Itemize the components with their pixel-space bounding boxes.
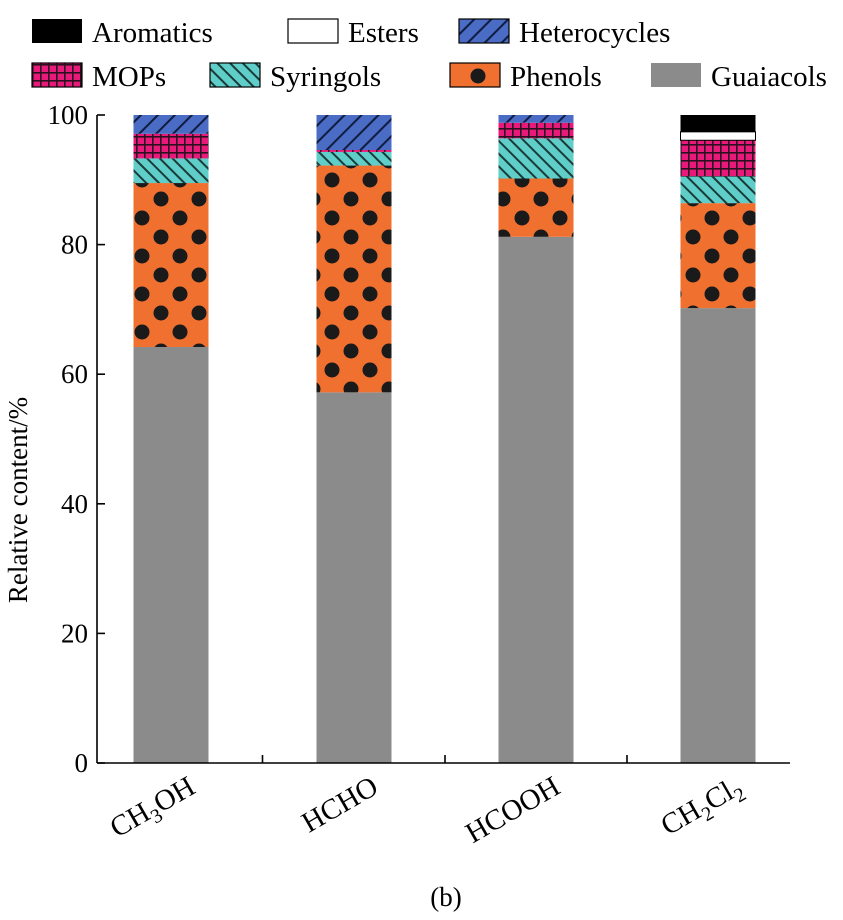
axes bbox=[96, 115, 790, 764]
x-category-text: CH3OH bbox=[105, 770, 203, 848]
bar-segment-phenols bbox=[680, 203, 756, 309]
x-category-label: HCHO bbox=[296, 770, 383, 839]
x-ticks: CH3OH HCHO HCOOH CH2Cl2 bbox=[105, 755, 750, 850]
bar-segment-heterocycles bbox=[498, 115, 574, 123]
y-tick-label: 60 bbox=[61, 359, 88, 389]
x-category-label: CH3OH bbox=[105, 770, 203, 848]
y-tick-label: 40 bbox=[61, 489, 88, 519]
bar-segment-syringols bbox=[316, 151, 392, 166]
bar-segment-esters bbox=[680, 131, 756, 141]
bar-segment-syringols bbox=[680, 176, 756, 204]
bar-segment-heterocycles bbox=[133, 115, 209, 134]
bar-segment-heterocycles bbox=[316, 115, 392, 150]
y-tick-label: 80 bbox=[61, 230, 88, 260]
bar-segment-mops bbox=[498, 122, 574, 139]
x-category-main: HCOOH bbox=[460, 770, 565, 849]
legend-swatch-dot bbox=[470, 68, 486, 84]
x-category-label: CH2Cl2 bbox=[656, 770, 750, 846]
bar-segment-guaiacols bbox=[498, 236, 574, 764]
bar-segment-mops bbox=[133, 133, 209, 159]
legend-label-aromatics: Aromatics bbox=[92, 17, 213, 49]
bar-segment-mops bbox=[680, 140, 756, 177]
legend-label-phenols: Phenols bbox=[510, 61, 602, 93]
legend-label-heterocycles: Heterocycles bbox=[519, 17, 670, 49]
legend-label-esters: Esters bbox=[348, 17, 419, 49]
x-category-text: HCOOH bbox=[460, 770, 565, 849]
x-category-text: CH2Cl2 bbox=[656, 770, 750, 846]
bar-segment-guaiacols bbox=[680, 308, 756, 763]
x-category-text: HCHO bbox=[296, 770, 383, 839]
legend-swatch-aromatics bbox=[32, 19, 82, 43]
legend-label-mops: MOPs bbox=[92, 61, 166, 93]
legend-label-guaiacols: Guaiacols bbox=[711, 61, 827, 93]
y-tick-label: 0 bbox=[75, 748, 89, 778]
legend-swatch-esters bbox=[287, 18, 339, 44]
legend-swatch-mops bbox=[31, 62, 83, 88]
x-category-main: HCHO bbox=[296, 770, 383, 839]
x-category-main: CH bbox=[656, 794, 707, 842]
y-tick-label: 20 bbox=[61, 618, 88, 648]
bar-segment-phenols bbox=[316, 165, 392, 393]
bar-segment-aromatics bbox=[680, 115, 756, 132]
y-axis-label: Relative content/% bbox=[3, 397, 33, 603]
bar-segment-guaiacols bbox=[316, 392, 392, 763]
legend-swatch-heterocycles bbox=[458, 18, 510, 44]
bars bbox=[133, 115, 756, 764]
figure-caption: (b) bbox=[430, 882, 461, 912]
bar-segment-phenols bbox=[498, 178, 574, 237]
x-category-label: HCOOH bbox=[460, 770, 565, 849]
y-ticks: 0 20 40 60 80 100 bbox=[48, 100, 105, 778]
bar-segment-mops bbox=[316, 149, 392, 152]
legend-swatch-guaiacols bbox=[651, 63, 701, 87]
bar-segment-syringols bbox=[498, 138, 574, 179]
bar-segment-phenols bbox=[133, 183, 209, 347]
legend-label-syringols: Syringols bbox=[270, 61, 381, 93]
legend-swatch-syringols bbox=[209, 62, 261, 88]
legend: Aromatics Esters Heterocycles MOPs Syringols… bbox=[31, 17, 827, 93]
bar-segment-syringols bbox=[133, 158, 209, 184]
y-tick-label: 100 bbox=[48, 100, 89, 130]
bar-segment-guaiacols bbox=[133, 346, 209, 763]
x-category-main: CH bbox=[105, 796, 156, 844]
